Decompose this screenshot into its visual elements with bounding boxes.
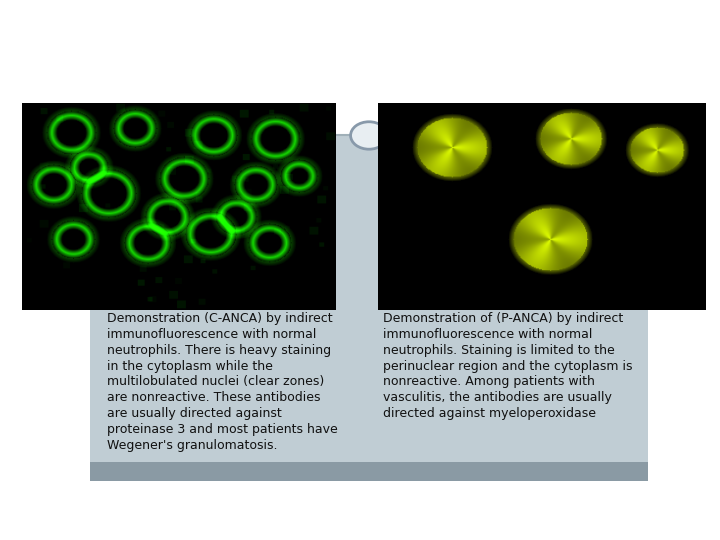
Bar bbox=[90, 136, 648, 462]
Text: proteinase 3 and most patients have: proteinase 3 and most patients have bbox=[107, 423, 338, 436]
Circle shape bbox=[351, 122, 387, 149]
Text: in the cytoplasm while the: in the cytoplasm while the bbox=[107, 360, 273, 373]
Text: vasculitis, the antibodies are usually: vasculitis, the antibodies are usually bbox=[383, 391, 612, 404]
Text: perinuclear region and the cytoplasm is: perinuclear region and the cytoplasm is bbox=[383, 360, 632, 373]
Text: Demonstration of (P-ANCA) by indirect: Demonstration of (P-ANCA) by indirect bbox=[383, 312, 624, 325]
Text: immunofluorescence with normal: immunofluorescence with normal bbox=[107, 328, 316, 341]
Text: neutrophils. There is heavy staining: neutrophils. There is heavy staining bbox=[107, 344, 331, 357]
Text: immunofluorescence with normal: immunofluorescence with normal bbox=[383, 328, 593, 341]
Text: nonreactive. Among patients with: nonreactive. Among patients with bbox=[383, 375, 595, 388]
Text: are nonreactive. These antibodies: are nonreactive. These antibodies bbox=[107, 391, 320, 404]
Text: Demonstration (C-ANCA) by indirect: Demonstration (C-ANCA) by indirect bbox=[107, 312, 333, 325]
Bar bbox=[90, 462, 648, 481]
Text: are usually directed against: are usually directed against bbox=[107, 407, 282, 420]
Text: directed against myeloperoxidase: directed against myeloperoxidase bbox=[383, 407, 596, 420]
Text: multilobulated nuclei (clear zones): multilobulated nuclei (clear zones) bbox=[107, 375, 324, 388]
Bar bbox=[90, 65, 648, 136]
Text: neutrophils. Staining is limited to the: neutrophils. Staining is limited to the bbox=[383, 344, 615, 357]
Text: Wegener's granulomatosis.: Wegener's granulomatosis. bbox=[107, 438, 277, 451]
